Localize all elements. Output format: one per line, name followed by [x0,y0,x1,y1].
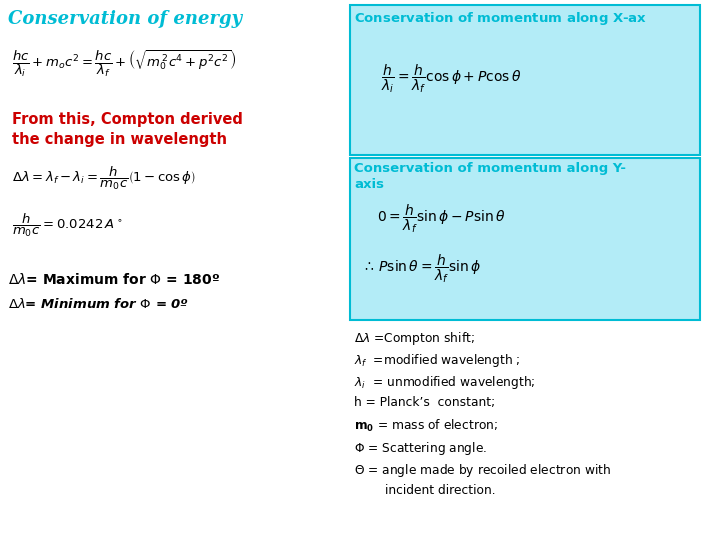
Text: $0 = \dfrac{h}{\lambda_f}\sin\phi - P\sin\theta$: $0 = \dfrac{h}{\lambda_f}\sin\phi - P\si… [377,202,505,235]
Text: From this, Compton derived
the change in wavelength: From this, Compton derived the change in… [12,112,243,147]
Text: $\Phi$ = Scattering angle.: $\Phi$ = Scattering angle. [354,440,487,457]
Text: $\lambda_f$  =modified wavelength ;: $\lambda_f$ =modified wavelength ; [354,352,521,369]
Text: $\dfrac{hc}{\lambda_i} + m_o c^2 = \dfrac{hc}{\lambda_f} + \left(\sqrt{m_0^{\,2}: $\dfrac{hc}{\lambda_i} + m_o c^2 = \dfra… [12,48,236,79]
Text: $\Delta\lambda$= Maximum for $\Phi$ = 180º: $\Delta\lambda$= Maximum for $\Phi$ = 18… [8,272,220,287]
Text: incident direction.: incident direction. [354,484,495,497]
Bar [350,5,701,155]
Text: $\therefore\, P\sin\theta = \dfrac{h}{\lambda_f}\sin\phi$: $\therefore\, P\sin\theta = \dfrac{h}{\l… [362,252,481,285]
Bar [350,158,701,320]
Text: $\Delta\lambda$= Minimum for $\Phi$ = 0º: $\Delta\lambda$= Minimum for $\Phi$ = 0º [8,297,189,311]
Text: $\Theta$ = angle made by recoiled electron with: $\Theta$ = angle made by recoiled electr… [354,462,611,479]
Text: $\Delta\lambda$ =Compton shift;: $\Delta\lambda$ =Compton shift; [354,330,475,347]
Text: Conservation of momentum along Y-
axis: Conservation of momentum along Y- axis [354,162,626,192]
Text: $\dfrac{h}{m_0 c} = 0.0242\, A^\circ$: $\dfrac{h}{m_0 c} = 0.0242\, A^\circ$ [12,212,122,239]
Text: Conservation of $\bf{momentum}$ along X-ax: Conservation of $\bf{momentum}$ along X-… [354,10,647,27]
Text: $\dfrac{h}{\lambda_i} = \dfrac{h}{\lambda_f}\cos\phi + P\cos\theta$: $\dfrac{h}{\lambda_i} = \dfrac{h}{\lambd… [382,62,522,94]
Text: $\Delta\lambda = \lambda_f - \lambda_i = \dfrac{h}{m_0 c}\left(1 - \cos\phi\righ: $\Delta\lambda = \lambda_f - \lambda_i =… [12,165,196,192]
Text: h = Planck’s  constant;: h = Planck’s constant; [354,396,495,409]
Text: $\mathbf{m_0}$ = mass of electron;: $\mathbf{m_0}$ = mass of electron; [354,418,498,434]
Text: Conservation of energy: Conservation of energy [8,10,242,28]
Text: $\lambda_i$  = unmodified wavelength;: $\lambda_i$ = unmodified wavelength; [354,374,536,391]
